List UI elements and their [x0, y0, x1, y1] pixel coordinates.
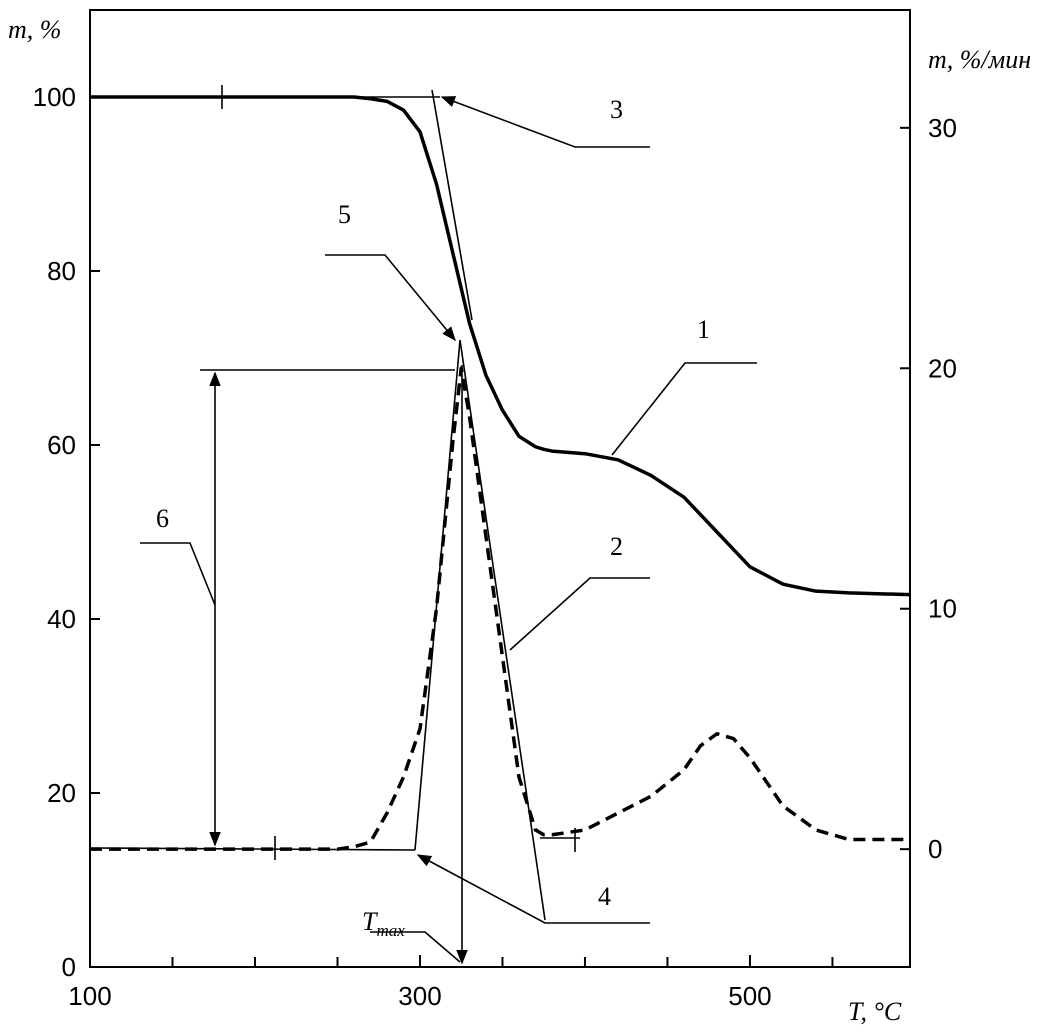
annotation-label: 6 [156, 504, 169, 533]
annotation-label: 5 [338, 200, 351, 229]
x-tick-label: 300 [398, 981, 441, 1011]
x-tick-label: 100 [68, 981, 111, 1011]
y-tick-label: 60 [47, 430, 76, 460]
y-tick-label: 80 [47, 256, 76, 286]
y-tick-label: 20 [47, 778, 76, 808]
y2-tick-label: 10 [928, 594, 957, 624]
tmax-label: Tmax [362, 907, 405, 940]
tmax-main: T [362, 907, 378, 936]
tmax-sub: max [376, 921, 405, 940]
y2-tick-label: 20 [928, 353, 957, 383]
y2-axis-label: m, %/мин [928, 45, 1031, 74]
x-tick-label: 500 [728, 981, 771, 1011]
series-line [90, 95, 911, 597]
y2-tick-label: 0 [928, 834, 942, 864]
y-tick-label: 100 [33, 82, 76, 112]
y-tick-label: 40 [47, 604, 76, 634]
annotation-label: 2 [610, 532, 623, 561]
series-line [90, 366, 910, 851]
y2-tick-label: 30 [928, 113, 957, 143]
annotation-label: 4 [598, 882, 611, 911]
annotation-lines [89, 85, 757, 965]
annotation-label: 1 [697, 315, 710, 344]
plot-frame [89, 9, 911, 968]
annotation-label: 3 [610, 95, 623, 124]
y-tick-label: 0 [62, 952, 76, 982]
x-axis-label: T, °C [848, 997, 902, 1026]
y-axis-label: m, % [8, 15, 61, 44]
